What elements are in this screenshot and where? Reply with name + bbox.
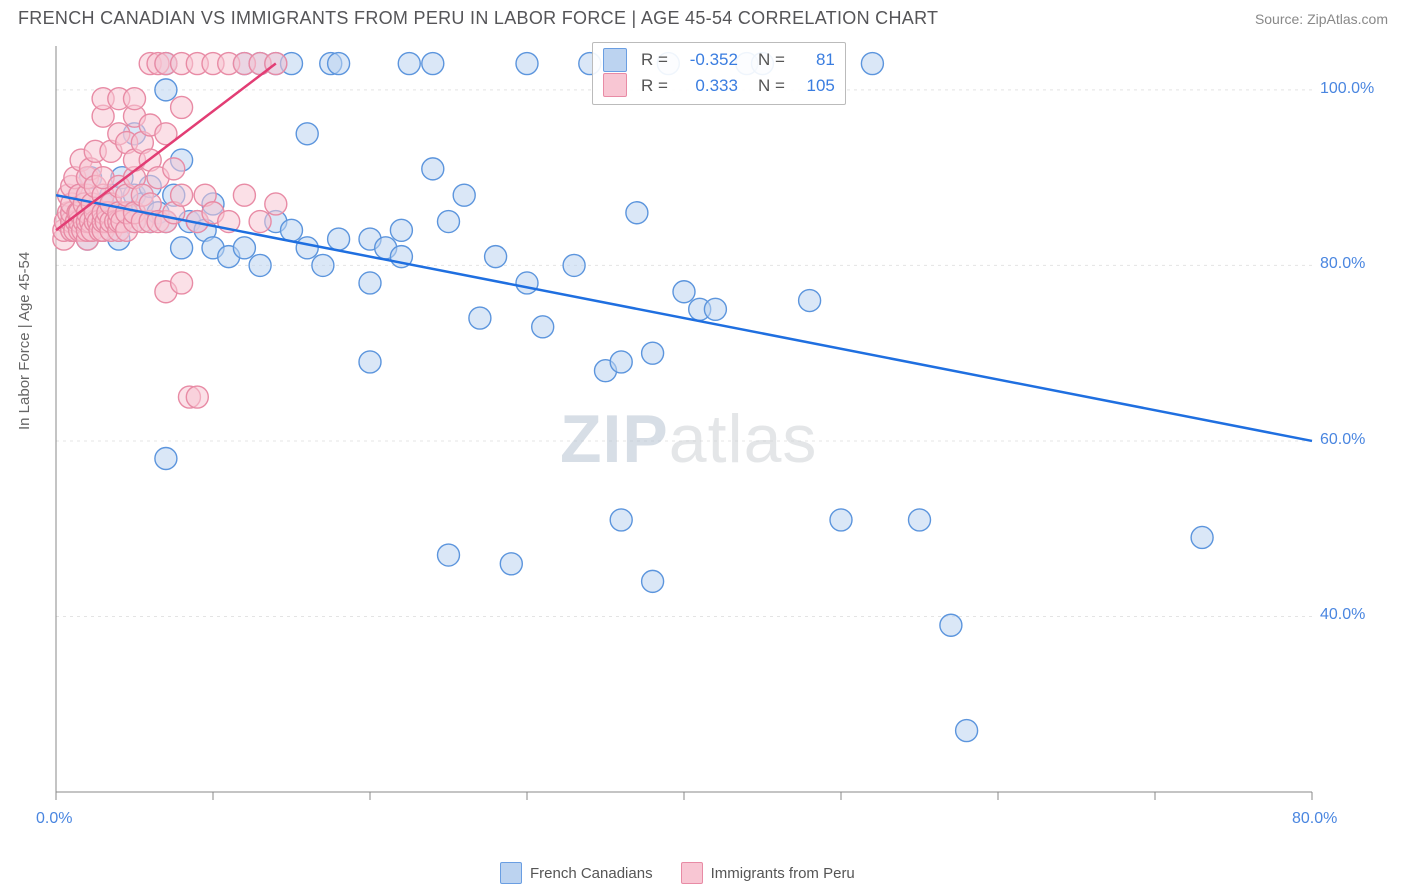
x-tick-label: 80.0% <box>1292 810 1337 828</box>
y-tick-label: 40.0% <box>1320 606 1365 624</box>
r-label: R = <box>641 47 668 73</box>
legend-swatch-blue <box>500 862 522 884</box>
n-value-pink: 105 <box>799 73 835 99</box>
scatter-svg <box>52 40 1360 820</box>
corr-swatch-blue <box>603 48 627 72</box>
r-value-blue: -0.352 <box>682 47 738 73</box>
chart-source: Source: ZipAtlas.com <box>1255 11 1388 27</box>
legend-label-pink: Immigrants from Peru <box>711 865 855 882</box>
legend-item-blue: French Canadians <box>500 862 653 884</box>
chart-title: FRENCH CANADIAN VS IMMIGRANTS FROM PERU … <box>18 8 938 29</box>
corr-row-pink: R = 0.333 N = 105 <box>603 73 835 99</box>
corr-swatch-pink <box>603 73 627 97</box>
chart-header: FRENCH CANADIAN VS IMMIGRANTS FROM PERU … <box>18 8 1388 29</box>
legend-item-pink: Immigrants from Peru <box>681 862 855 884</box>
legend-swatch-pink <box>681 862 703 884</box>
n-value-blue: 81 <box>799 47 835 73</box>
n-label: N = <box>758 73 785 99</box>
corr-row-blue: R = -0.352 N = 81 <box>603 47 835 73</box>
legend: French Canadians Immigrants from Peru <box>500 862 855 884</box>
legend-label-blue: French Canadians <box>530 865 653 882</box>
x-tick-label: 0.0% <box>36 810 72 828</box>
r-label: R = <box>641 73 668 99</box>
r-value-pink: 0.333 <box>682 73 738 99</box>
plot-area <box>52 40 1360 820</box>
y-tick-label: 80.0% <box>1320 255 1365 273</box>
y-tick-label: 100.0% <box>1320 80 1374 98</box>
y-tick-label: 60.0% <box>1320 431 1365 449</box>
correlation-box: R = -0.352 N = 81 R = 0.333 N = 105 <box>592 42 846 105</box>
n-label: N = <box>758 47 785 73</box>
y-axis-label: In Labor Force | Age 45-54 <box>16 252 33 430</box>
